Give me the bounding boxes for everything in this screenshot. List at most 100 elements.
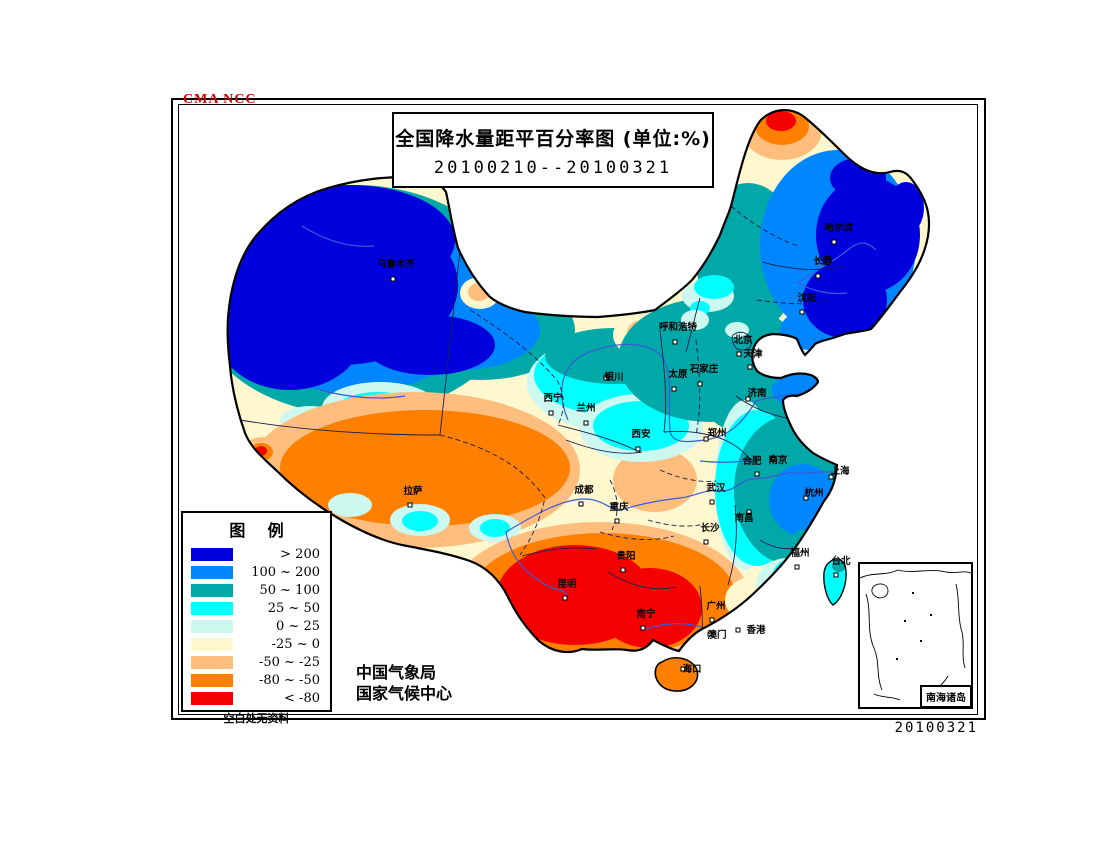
legend-box: 图 例 > 200 100 ~ 200 50 ~ 100 25 ~ 50 0 ~ 25 -…	[181, 511, 332, 725]
legend-range-label: 100 ~ 200	[251, 564, 320, 580]
city-marker	[671, 386, 677, 392]
city-marker	[815, 273, 821, 279]
map-title-box: 全国降水量距平百分率图 (单位:%) 20100210--20100321	[392, 112, 714, 188]
legend-item: -50 ~ -25	[191, 653, 322, 671]
city-label: 南京	[768, 454, 788, 466]
legend-item: 100 ~ 200	[191, 563, 322, 581]
map-title: 全国降水量距平百分率图 (单位:%)	[395, 128, 711, 150]
city-marker	[548, 410, 554, 416]
legend-range-label: > 200	[280, 546, 320, 562]
legend-range-label: 50 ~ 100	[259, 582, 320, 598]
legend-items: > 200 100 ~ 200 50 ~ 100 25 ~ 50 0 ~ 25 -25 ~…	[191, 545, 322, 707]
city-label: 贵阳	[616, 550, 635, 562]
city-label: 长春	[813, 255, 833, 267]
city-marker	[754, 471, 760, 477]
city-label: 石家庄	[689, 363, 719, 375]
legend-item: 50 ~ 100	[191, 581, 322, 599]
legend-item: 0 ~ 25	[191, 617, 322, 635]
city-marker	[747, 364, 753, 370]
city-label: 杭州	[804, 487, 823, 499]
agency-code-label: CMA NCC	[183, 92, 257, 107]
legend-title: 图 例	[229, 521, 284, 540]
city-marker	[703, 436, 709, 442]
city-label: 太原	[668, 368, 688, 380]
city-marker	[697, 381, 703, 387]
city-label: 济南	[747, 387, 767, 399]
legend-item: < -80	[191, 689, 322, 707]
map-inner-frame	[178, 104, 978, 715]
legend-item: -80 ~ -50	[191, 671, 322, 689]
city-label: 西安	[631, 428, 651, 440]
city-label: 海口	[682, 663, 701, 675]
legend-range-label: 0 ~ 25	[276, 618, 320, 634]
city-marker	[770, 456, 776, 462]
map-outer-frame	[171, 98, 986, 720]
legend-range-label: 25 ~ 50	[267, 600, 320, 616]
city-marker	[828, 474, 834, 480]
legend-range-label: -25 ~ 0	[271, 636, 320, 652]
city-marker	[707, 631, 713, 637]
city-label: 上海	[830, 465, 850, 477]
city-marker	[672, 339, 678, 345]
city-marker	[735, 627, 741, 633]
city-marker	[640, 625, 646, 631]
legend-swatch	[191, 565, 233, 579]
legend-item: > 200	[191, 545, 322, 563]
legend-range-label: -50 ~ -25	[258, 654, 320, 670]
city-marker	[583, 420, 589, 426]
city-label: 乌鲁木齐	[377, 258, 416, 270]
agency-name: 中国气象局	[356, 663, 437, 682]
city-label: 兰州	[576, 402, 595, 414]
city-label: 北京	[733, 334, 753, 346]
footer-date: 20100321	[894, 720, 978, 736]
city-marker	[803, 495, 809, 501]
city-label: 拉萨	[403, 485, 423, 497]
city-marker	[799, 309, 805, 315]
city-marker	[709, 499, 715, 505]
map-date-range: 20100210--20100321	[433, 158, 673, 178]
city-marker	[746, 509, 752, 515]
city-marker	[614, 518, 620, 524]
city-label: 广州	[706, 600, 725, 612]
field-xinjiang	[227, 185, 575, 434]
hainan-island	[654, 657, 699, 692]
city-marker	[603, 375, 609, 381]
city-label: 成都	[574, 484, 594, 496]
legend-swatch	[191, 601, 233, 615]
city-marker	[745, 396, 751, 402]
center-name: 国家气候中心	[356, 684, 453, 703]
legend-swatch	[191, 619, 233, 633]
legend-range-label: -80 ~ -50	[258, 672, 320, 688]
city-label: 沈阳	[797, 292, 816, 304]
city-label: 郑州	[707, 427, 726, 439]
city-label: 呼和浩特	[659, 321, 698, 333]
city-marker	[703, 539, 709, 545]
rivers	[301, 225, 877, 630]
legend-item: 25 ~ 50	[191, 599, 322, 617]
south-china-sea-map	[859, 569, 972, 701]
city-label: 澳门	[707, 629, 726, 641]
city-marker	[833, 572, 839, 578]
city-marker	[794, 564, 800, 570]
legend-swatch	[191, 637, 233, 651]
field-west-hubei	[613, 448, 697, 512]
city-label: 武汉	[706, 482, 726, 494]
taiwan-island	[823, 558, 847, 606]
legend-swatch	[191, 547, 233, 561]
city-marker	[390, 276, 396, 282]
legend-swatch	[191, 655, 233, 669]
city-label: 重庆	[609, 501, 629, 513]
city-label: 台北	[831, 555, 851, 567]
city-label: 香港	[745, 624, 766, 636]
legend-swatch	[191, 583, 233, 597]
city-marker	[407, 502, 413, 508]
city-label: 天津	[743, 348, 763, 360]
city-label: 哈尔滨	[825, 222, 854, 234]
inset-label: 南海诸岛	[920, 685, 972, 708]
city-marker	[562, 595, 568, 601]
city-label: 银川	[604, 371, 623, 383]
city-marker	[620, 567, 626, 573]
